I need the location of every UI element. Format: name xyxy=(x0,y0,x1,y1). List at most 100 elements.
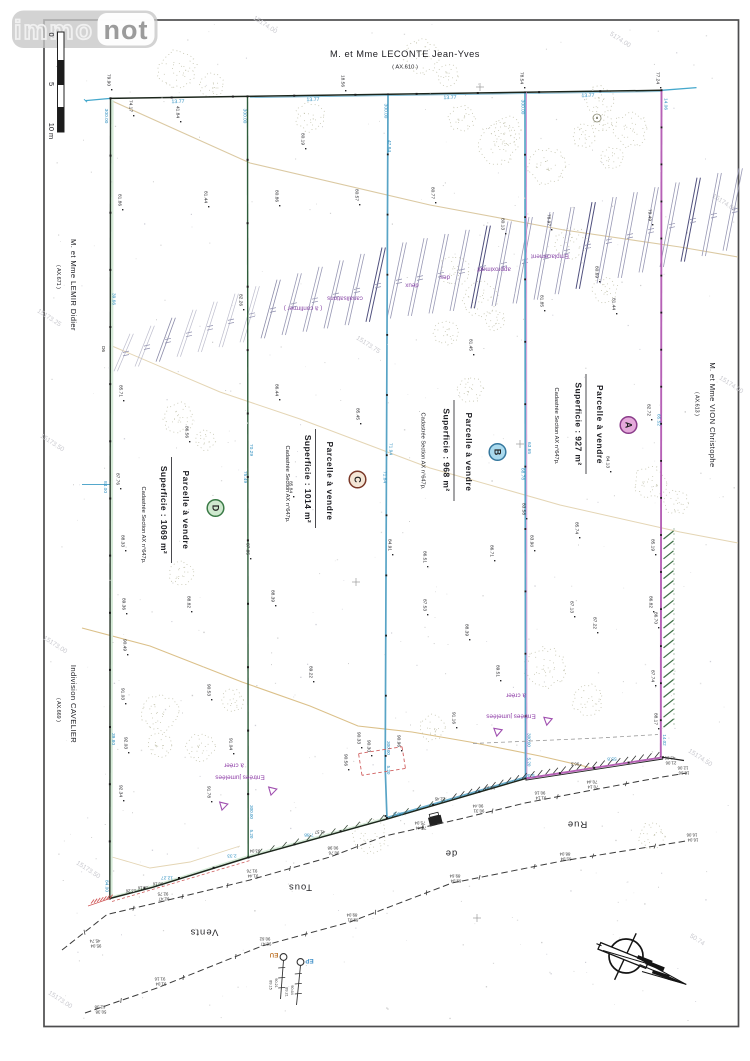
svg-text:78.54: 78.54 xyxy=(519,72,525,84)
svg-text:Superficie : 968 m²: Superficie : 968 m² xyxy=(442,408,452,491)
svg-text:81.45: 81.45 xyxy=(468,339,474,351)
svg-text:de: de xyxy=(445,848,458,859)
svg-text:89.22: 89.22 xyxy=(308,666,314,678)
svg-text:14.02: 14.02 xyxy=(662,734,667,746)
svg-text:62.38: 62.38 xyxy=(94,1005,105,1010)
svg-text:Emplacement: Emplacement xyxy=(531,253,569,260)
svg-text:87.85: 87.85 xyxy=(245,543,251,555)
svg-text:90.49: 90.49 xyxy=(122,639,128,651)
svg-text:D6: D6 xyxy=(101,346,106,352)
svg-text:Cadastrée Section AX n°647p: Cadastrée Section AX n°647p. xyxy=(420,413,426,490)
svg-text:à créer: à créer xyxy=(505,692,526,699)
svg-text:55.8: 55.8 xyxy=(607,756,617,762)
svg-text:13.77: 13.77 xyxy=(581,93,594,99)
svg-text:22.45: 22.45 xyxy=(434,797,445,802)
svg-text:85.19: 85.19 xyxy=(650,539,656,551)
svg-text:M. et Mme VION Christophe: M. et Mme VION Christophe xyxy=(708,362,717,467)
svg-text:65.6: 65.6 xyxy=(393,811,403,817)
svg-text:5.20: 5.20 xyxy=(249,830,254,839)
svg-text:71.84: 71.84 xyxy=(382,471,388,483)
svg-text:EU: EU xyxy=(269,951,278,958)
svg-text:Parcelle à vendre: Parcelle à vendre xyxy=(181,470,191,549)
svg-text:74.17: 74.17 xyxy=(128,100,134,112)
svg-text:87.13: 87.13 xyxy=(569,601,575,613)
svg-text:87.22: 87.22 xyxy=(592,617,598,629)
svg-text:93.04: 93.04 xyxy=(249,849,260,854)
svg-text:90.76: 90.76 xyxy=(328,851,339,856)
svg-text:75.44: 75.44 xyxy=(415,826,426,831)
svg-text:( AX.610 ): ( AX.610 ) xyxy=(392,65,418,71)
svg-text:83.98: 83.98 xyxy=(529,535,535,547)
svg-text:90.16: 90.16 xyxy=(152,882,163,887)
svg-text:88.33: 88.33 xyxy=(120,535,126,547)
svg-text:5.20: 5.20 xyxy=(527,758,532,767)
svg-text:Tous: Tous xyxy=(288,882,312,893)
svg-text:21.06: 21.06 xyxy=(665,761,676,766)
svg-text:80.57: 80.57 xyxy=(354,189,360,201)
svg-text:80.13: 80.13 xyxy=(500,218,506,230)
svg-text:91.78: 91.78 xyxy=(206,786,212,798)
svg-text:90.62: 90.62 xyxy=(259,937,270,942)
svg-text:88.17: 88.17 xyxy=(653,713,659,725)
svg-text:80.69: 80.69 xyxy=(594,266,600,278)
svg-text:89.21: 89.21 xyxy=(285,987,289,997)
svg-text:71.94: 71.94 xyxy=(388,443,394,455)
svg-text:5.20: 5.20 xyxy=(386,766,391,775)
svg-text:89.36: 89.36 xyxy=(121,598,127,610)
svg-text:16.97: 16.97 xyxy=(484,786,495,791)
svg-text:Indivision CAVELIER: Indivision CAVELIER xyxy=(69,665,78,743)
svg-text:80.19: 80.19 xyxy=(300,133,306,145)
svg-text:85.04: 85.04 xyxy=(560,857,571,862)
svg-text:12.27: 12.27 xyxy=(161,875,173,881)
svg-text:Parcelle à vendre: Parcelle à vendre xyxy=(464,412,474,491)
svg-text:39.66: 39.66 xyxy=(111,293,117,305)
svg-text:39.80: 39.80 xyxy=(110,733,116,745)
svg-text:87.53: 87.53 xyxy=(422,599,428,611)
svg-text:Superficie : 1014 m²: Superficie : 1014 m² xyxy=(303,435,313,523)
svg-text:70.14: 70.14 xyxy=(587,785,598,790)
svg-text:Superficie : 1069 m²: Superficie : 1069 m² xyxy=(159,466,169,554)
svg-text:Parcelle à vendre: Parcelle à vendre xyxy=(595,385,605,464)
svg-text:( à confirmer ): ( à confirmer ) xyxy=(284,305,323,312)
svg-text:90.96: 90.96 xyxy=(396,735,402,747)
svg-text:87.74: 87.74 xyxy=(650,670,656,682)
svg-text:5.34: 5.34 xyxy=(525,772,535,778)
svg-text:90.16: 90.16 xyxy=(534,791,545,796)
svg-text:Superficie : 927 m²: Superficie : 927 m² xyxy=(574,382,584,465)
svg-text:78.97: 78.97 xyxy=(546,214,552,226)
svg-text:Rue: Rue xyxy=(567,819,587,830)
svg-text:13.06: 13.06 xyxy=(678,771,689,776)
svg-text:86.71: 86.71 xyxy=(489,545,495,557)
svg-text:91.16: 91.16 xyxy=(451,712,457,724)
svg-text:47.84: 47.84 xyxy=(386,140,392,152)
svg-text:18.56: 18.56 xyxy=(340,75,346,87)
svg-text:88.04: 88.04 xyxy=(559,852,570,857)
svg-text:85.71: 85.71 xyxy=(118,385,124,397)
svg-text:81.44: 81.44 xyxy=(203,191,209,203)
svg-text:82.26: 82.26 xyxy=(238,294,244,306)
svg-text:90.47: 90.47 xyxy=(260,942,271,947)
svg-text:à créer: à créer xyxy=(223,762,244,769)
svg-text:16.06: 16.06 xyxy=(686,833,697,838)
svg-text:91.16: 91.16 xyxy=(154,977,165,982)
svg-text:13.77: 13.77 xyxy=(306,97,319,103)
svg-text:85.45: 85.45 xyxy=(355,408,361,420)
svg-text:300.00: 300.00 xyxy=(520,100,526,115)
svg-text:86.51: 86.51 xyxy=(422,551,428,563)
svg-text:41.84: 41.84 xyxy=(175,106,181,118)
svg-text:not: not xyxy=(104,15,149,45)
svg-text:91.04: 91.04 xyxy=(155,982,166,987)
svg-text:5: 5 xyxy=(47,82,56,86)
svg-text:( AX.669 ): ( AX.669 ) xyxy=(55,698,61,722)
svg-text:90.21: 90.21 xyxy=(274,978,278,988)
svg-text:10 m: 10 m xyxy=(47,123,56,139)
svg-text:80.77: 80.77 xyxy=(430,187,436,199)
svg-text:B: B xyxy=(493,449,503,456)
svg-text:Entrées jumelées: Entrées jumelées xyxy=(486,713,535,720)
svg-text:75.04: 75.04 xyxy=(414,821,425,826)
svg-text:90.56: 90.56 xyxy=(343,754,349,766)
svg-text:84.00: 84.00 xyxy=(102,481,108,493)
svg-text:13.77: 13.77 xyxy=(443,95,456,101)
svg-text:A: A xyxy=(624,422,634,429)
svg-text:86.56: 86.56 xyxy=(184,426,190,438)
